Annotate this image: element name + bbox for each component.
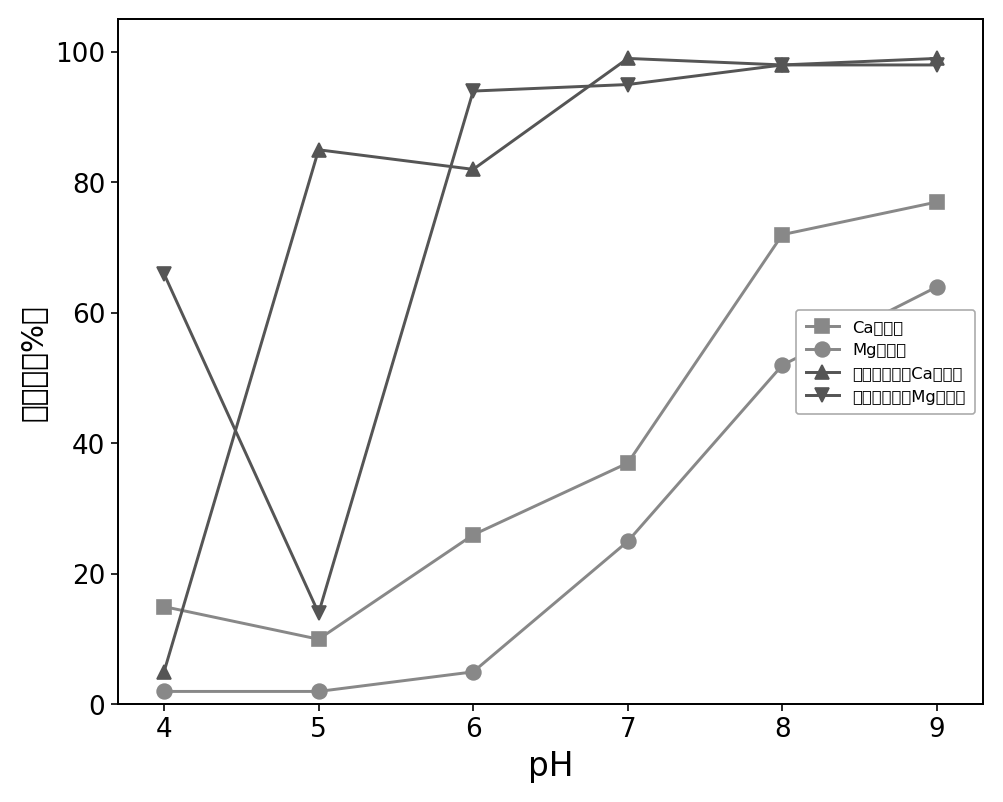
添加吸附剂后Ca去除率 bbox=[931, 54, 943, 63]
Ca去除率 bbox=[931, 197, 943, 207]
Line: 添加吸附剂后Ca去除率: 添加吸附剂后Ca去除率 bbox=[156, 51, 945, 679]
添加吸附剂后Ca去除率 bbox=[313, 145, 325, 155]
Line: Mg去除率: Mg去除率 bbox=[156, 280, 945, 699]
添加吸附剂后Ca去除率 bbox=[158, 667, 171, 677]
Line: 添加吸附剂后Mg去除率: 添加吸附剂后Mg去除率 bbox=[156, 58, 945, 621]
添加吸附剂后Mg去除率 bbox=[931, 60, 943, 70]
Line: Ca去除率: Ca去除率 bbox=[156, 195, 945, 646]
Mg去除率 bbox=[467, 667, 479, 677]
添加吸附剂后Mg去除率 bbox=[467, 87, 479, 96]
Mg去除率 bbox=[622, 537, 634, 546]
添加吸附剂后Ca去除率 bbox=[467, 165, 479, 175]
添加吸附剂后Mg去除率 bbox=[158, 269, 171, 279]
添加吸附剂后Ca去除率 bbox=[622, 54, 634, 63]
X-axis label: pH: pH bbox=[528, 749, 574, 782]
Mg去除率 bbox=[158, 687, 171, 696]
Ca去除率 bbox=[313, 634, 325, 644]
Ca去除率 bbox=[467, 530, 479, 540]
Ca去除率 bbox=[158, 602, 171, 611]
Mg去除率 bbox=[776, 361, 788, 371]
Mg去除率 bbox=[313, 687, 325, 696]
Ca去除率 bbox=[622, 459, 634, 468]
添加吸附剂后Ca去除率 bbox=[776, 60, 788, 70]
添加吸附剂后Mg去除率 bbox=[313, 609, 325, 618]
添加吸附剂后Mg去除率 bbox=[776, 60, 788, 70]
Ca去除率 bbox=[776, 230, 788, 240]
Mg去除率 bbox=[931, 282, 943, 292]
添加吸附剂后Mg去除率 bbox=[622, 80, 634, 90]
Legend: Ca去除率, Mg去除率, 添加吸附剂后Ca去除率, 添加吸附剂后Mg去除率: Ca去除率, Mg去除率, 添加吸附剂后Ca去除率, 添加吸附剂后Mg去除率 bbox=[796, 310, 975, 414]
Y-axis label: 去除率（%）: 去除率（%） bbox=[20, 304, 49, 420]
